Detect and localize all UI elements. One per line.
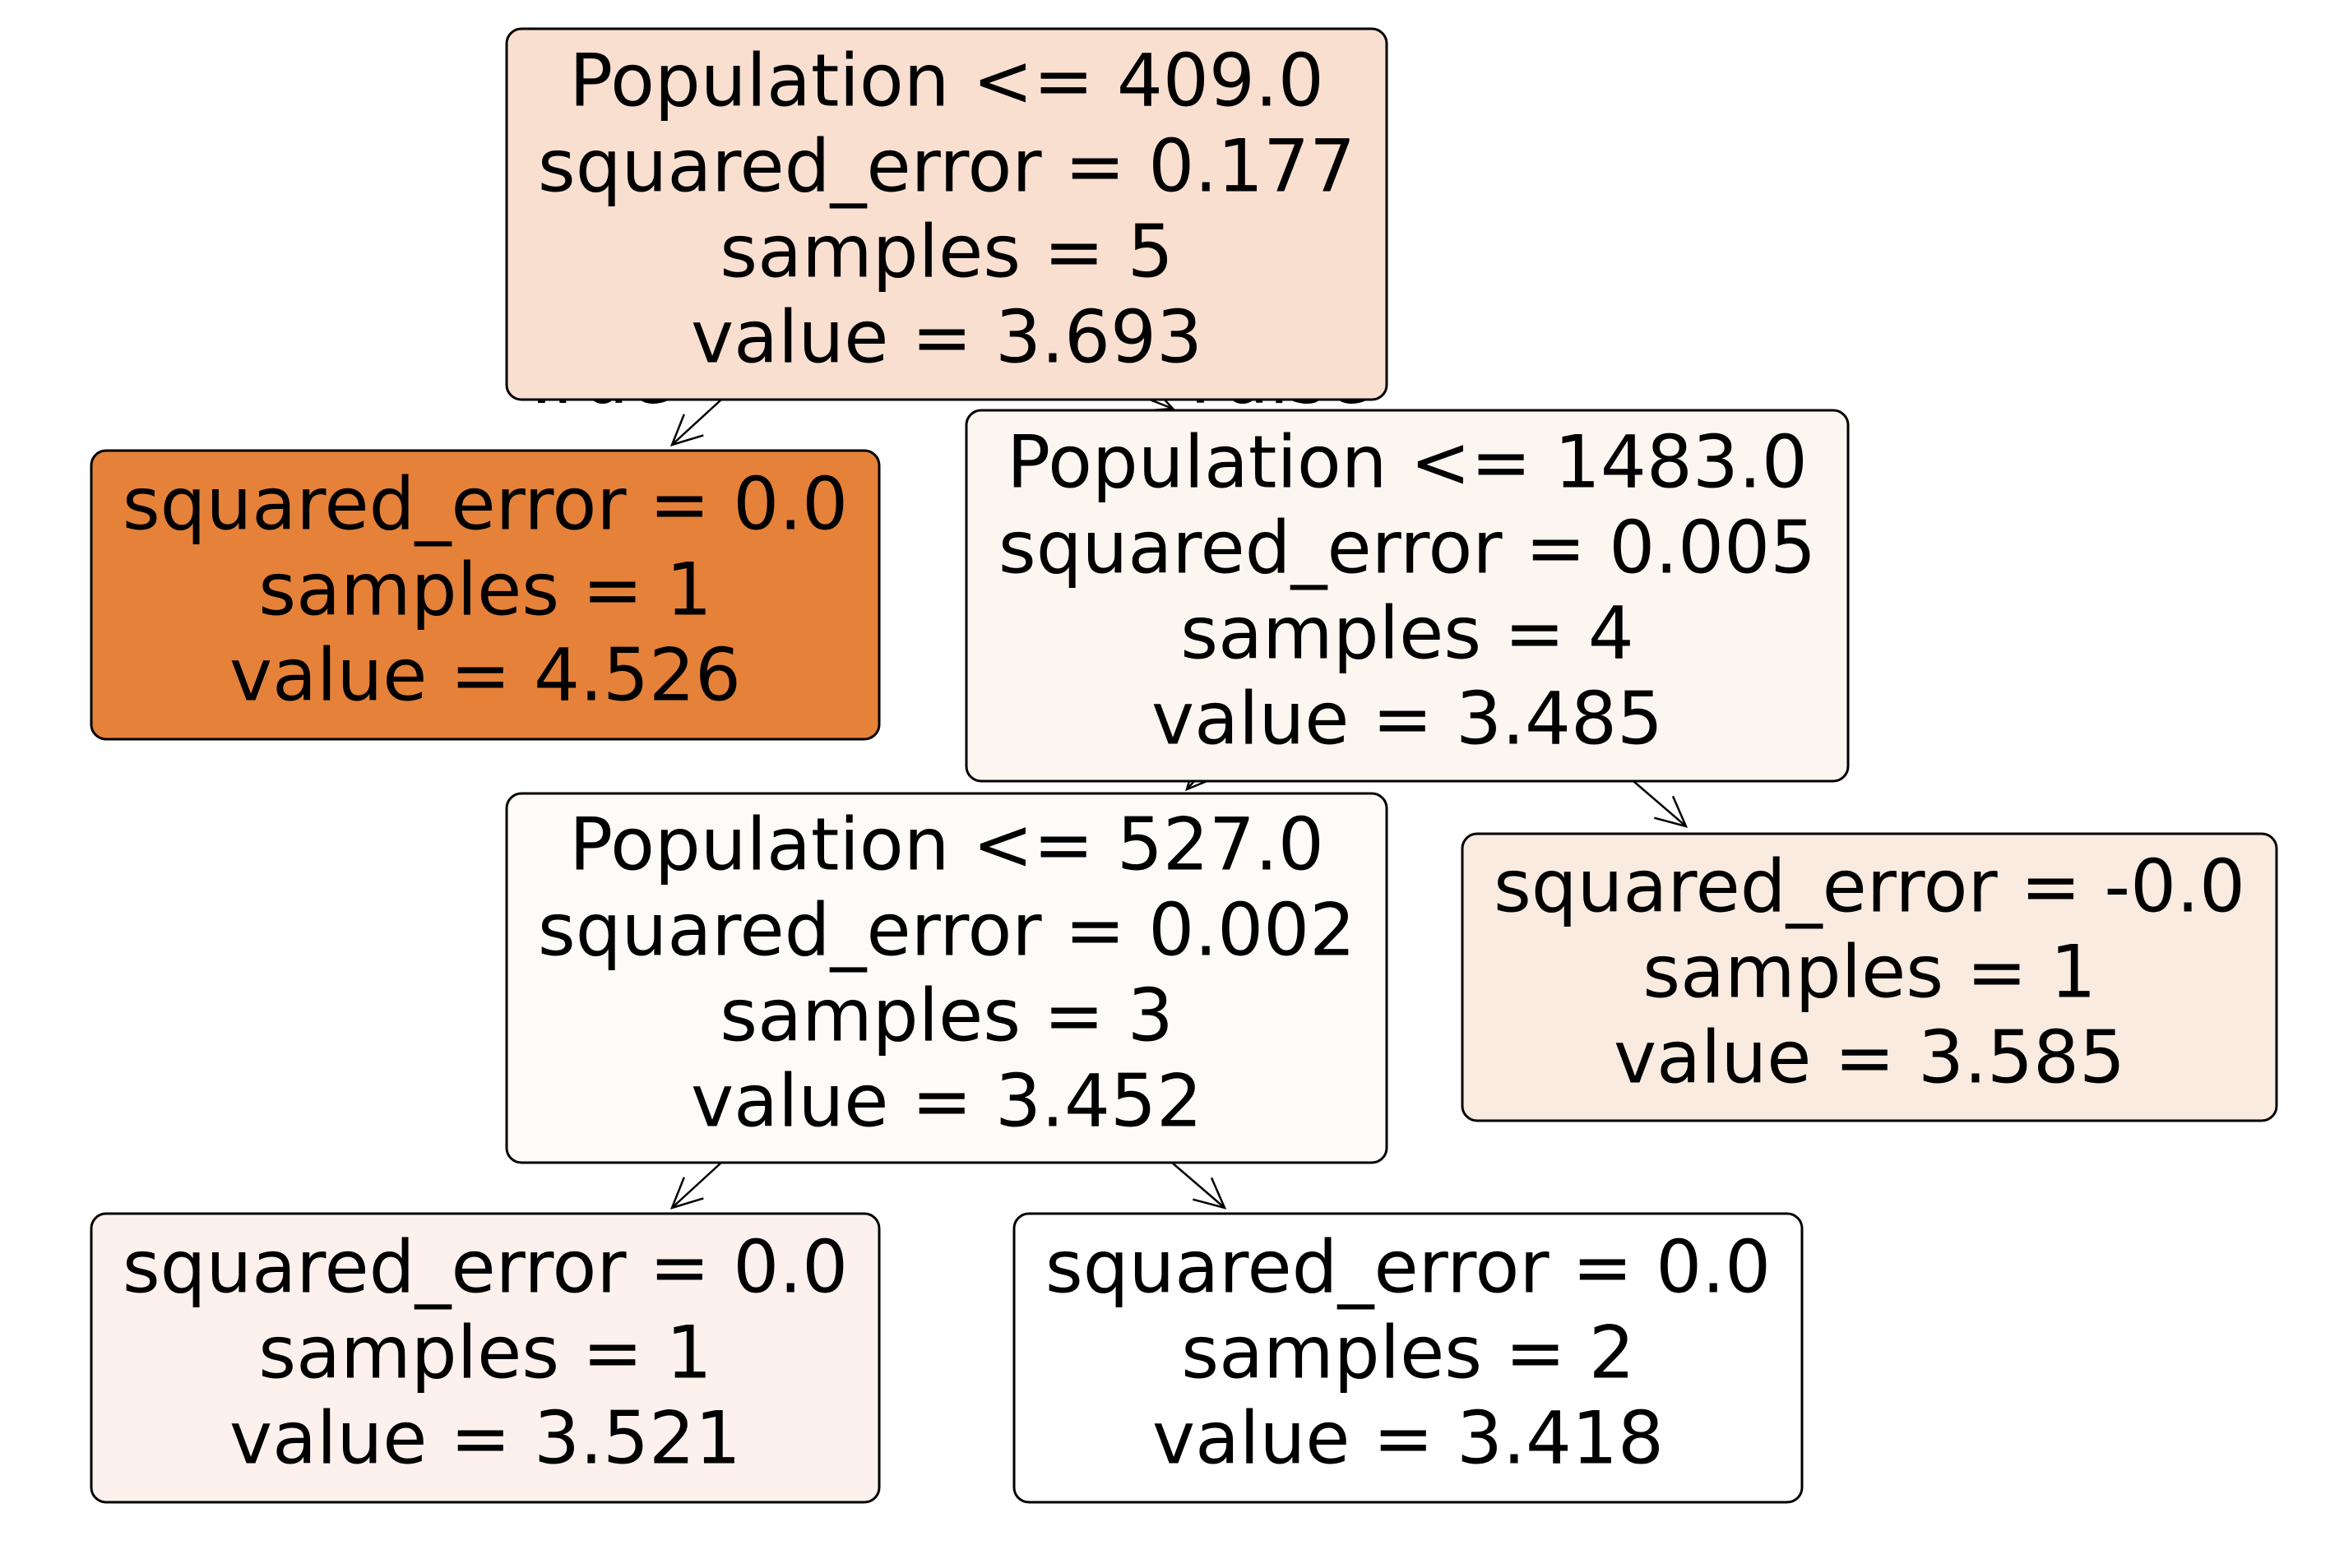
arrow-head [669,414,704,446]
node-line: samples = 1 [258,547,711,631]
node-line: samples = 3 [720,973,1173,1057]
edge-line [671,1162,722,1209]
node-line: value = 3.452 [691,1058,1202,1143]
edge-line [1149,398,1174,410]
edge-line [1633,780,1687,827]
node-box [505,792,1388,1164]
node-line: squared_error = 0.0 [123,1224,848,1309]
node-line: value = 3.485 [1151,676,1663,761]
arrow-head [669,1177,704,1210]
node-line: Population <= 527.0 [569,802,1324,886]
node-line: samples = 1 [258,1310,711,1395]
node-line: Population <= 1483.0 [1007,419,1808,504]
node-box [965,409,1850,783]
edge-line [671,399,722,446]
node-line: squared_error = 0.0 [1045,1224,1771,1309]
node-line: value = 3.585 [1614,1015,2125,1099]
node-line: samples = 1 [1642,929,2096,1014]
arrow-head [1654,795,1689,828]
edge-line [1171,1162,1225,1209]
node-line: samples = 5 [720,209,1173,294]
node-line: samples = 4 [1180,590,1633,675]
node-box [90,449,881,741]
node-line: squared_error = 0.0 [123,461,848,546]
node-box [1012,1212,1804,1504]
node-line: squared_error = 0.177 [538,123,1355,208]
node-line: samples = 2 [1181,1310,1634,1395]
node-line: value = 3.418 [1152,1395,1664,1480]
node-box [505,27,1388,401]
node-line: squared_error = 0.005 [998,505,1816,590]
node-line: value = 3.521 [229,1395,741,1480]
arrow-head [1193,1177,1227,1210]
node-line: squared_error = -0.0 [1494,844,2245,928]
node-box [1461,832,2278,1122]
node-line: value = 4.526 [229,632,741,717]
node-line: squared_error = 0.002 [538,887,1355,972]
node-box [90,1212,881,1504]
node-line: value = 3.693 [691,294,1202,379]
node-line: Population <= 409.0 [569,38,1324,123]
